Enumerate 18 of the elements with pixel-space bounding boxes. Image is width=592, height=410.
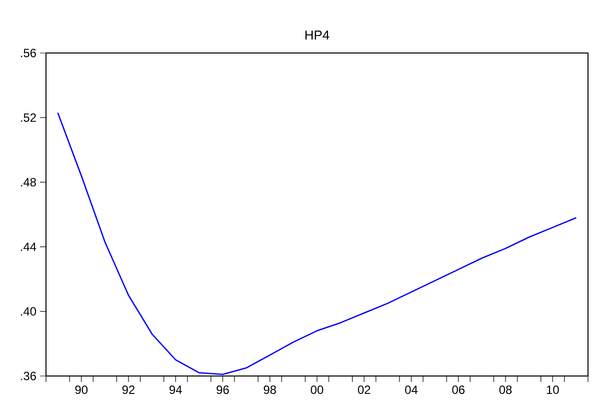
x-tick-label: 96	[216, 386, 229, 394]
y-tick-label: .40	[20, 307, 36, 316]
x-tick-label: 98	[264, 386, 276, 394]
x-tick-label: 90	[75, 386, 88, 394]
x-tick-label: 08	[499, 386, 512, 394]
chart-title: HP4	[305, 30, 330, 40]
y-tick-label: .44	[20, 242, 36, 251]
x-tick-label: 10	[546, 386, 559, 394]
y-tick-label: .36	[20, 372, 36, 380]
y-tick-label: .52	[20, 113, 36, 122]
y-tick-label: .56	[20, 48, 36, 58]
x-tick-label: 00	[310, 386, 324, 394]
x-tick-label: 94	[170, 386, 182, 394]
x-tick-label: 92	[122, 386, 135, 394]
x-tick-label: 06	[452, 386, 465, 394]
x-tick-label: 04	[405, 386, 418, 394]
x-tick-label: 02	[358, 386, 370, 394]
y-tick-label: .48	[20, 178, 36, 186]
